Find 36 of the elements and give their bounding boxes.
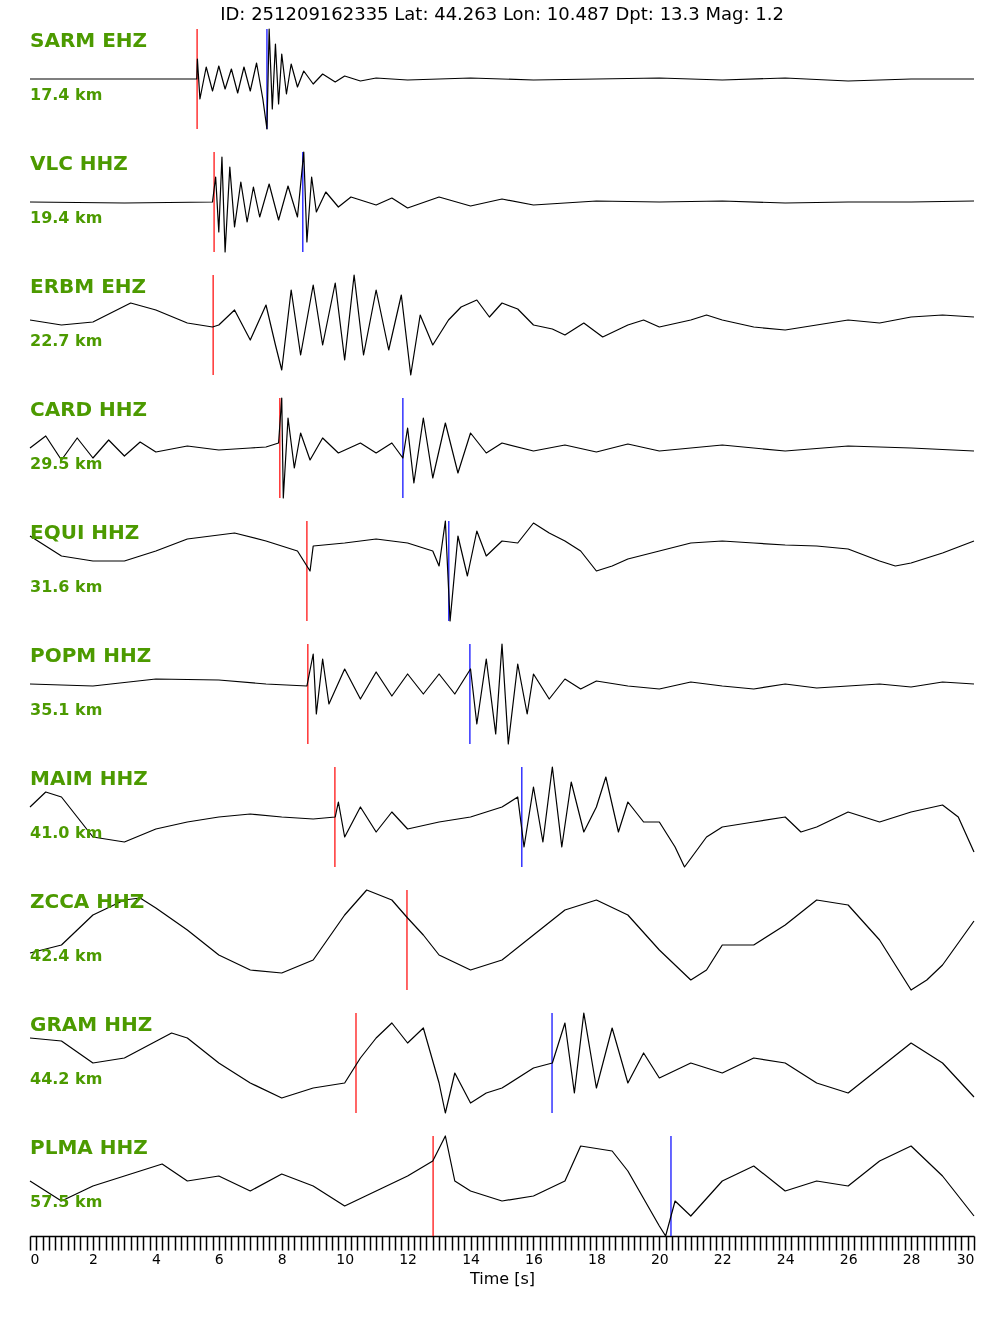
annotation: 29.5 km xyxy=(30,454,103,473)
annotation: PLMA HHZ xyxy=(30,1135,148,1159)
annotation: 31.6 km xyxy=(30,577,103,596)
annotation: 17.4 km xyxy=(30,85,103,104)
x-axis-title: Time [s] xyxy=(468,1268,536,1288)
x-tick-label: 6 xyxy=(214,1250,224,1267)
x-tick-label: 16 xyxy=(525,1250,543,1267)
annotation: GRAM HHZ xyxy=(30,1012,153,1036)
annotation: VLC HHZ xyxy=(30,151,128,175)
annotation: 42.4 km xyxy=(30,946,103,965)
annotation: 22.7 km xyxy=(30,331,103,350)
chart-title: ID: 251209162335 Lat: 44.263 Lon: 10.487 Dpt: 13.3 Mag: 1.2 xyxy=(220,3,784,25)
x-tick-label: 28 xyxy=(902,1250,921,1267)
x-tick-label: 10 xyxy=(336,1250,355,1267)
x-tick-label: 12 xyxy=(399,1250,418,1267)
annotation: 35.1 km xyxy=(30,700,103,719)
x-tick-label: 26 xyxy=(839,1250,858,1267)
x-tick-label: 24 xyxy=(776,1250,795,1267)
annotation: ERBM EHZ xyxy=(30,274,147,298)
annotation: 19.4 km xyxy=(30,208,103,227)
x-tick-label: 18 xyxy=(587,1250,606,1267)
x-tick-label: 14 xyxy=(462,1250,481,1267)
x-tick-label: 22 xyxy=(713,1250,732,1267)
x-tick-label: 8 xyxy=(277,1250,287,1267)
x-tick-label: 30 xyxy=(956,1250,975,1267)
x-tick-label: 4 xyxy=(151,1250,161,1267)
annotation: MAIM HHZ xyxy=(30,766,148,790)
annotation: CARD HHZ xyxy=(30,397,148,421)
annotation: EQUI HHZ xyxy=(30,520,140,544)
x-tick-label: 20 xyxy=(650,1250,669,1267)
annotation: POPM HHZ xyxy=(30,643,152,667)
annotation: SARM EHZ xyxy=(30,28,148,52)
annotation: 44.2 km xyxy=(30,1069,103,1088)
x-tick-label: 2 xyxy=(88,1250,98,1267)
x-tick-label: 0 xyxy=(30,1250,40,1267)
annotation: 57.5 km xyxy=(30,1192,103,1211)
